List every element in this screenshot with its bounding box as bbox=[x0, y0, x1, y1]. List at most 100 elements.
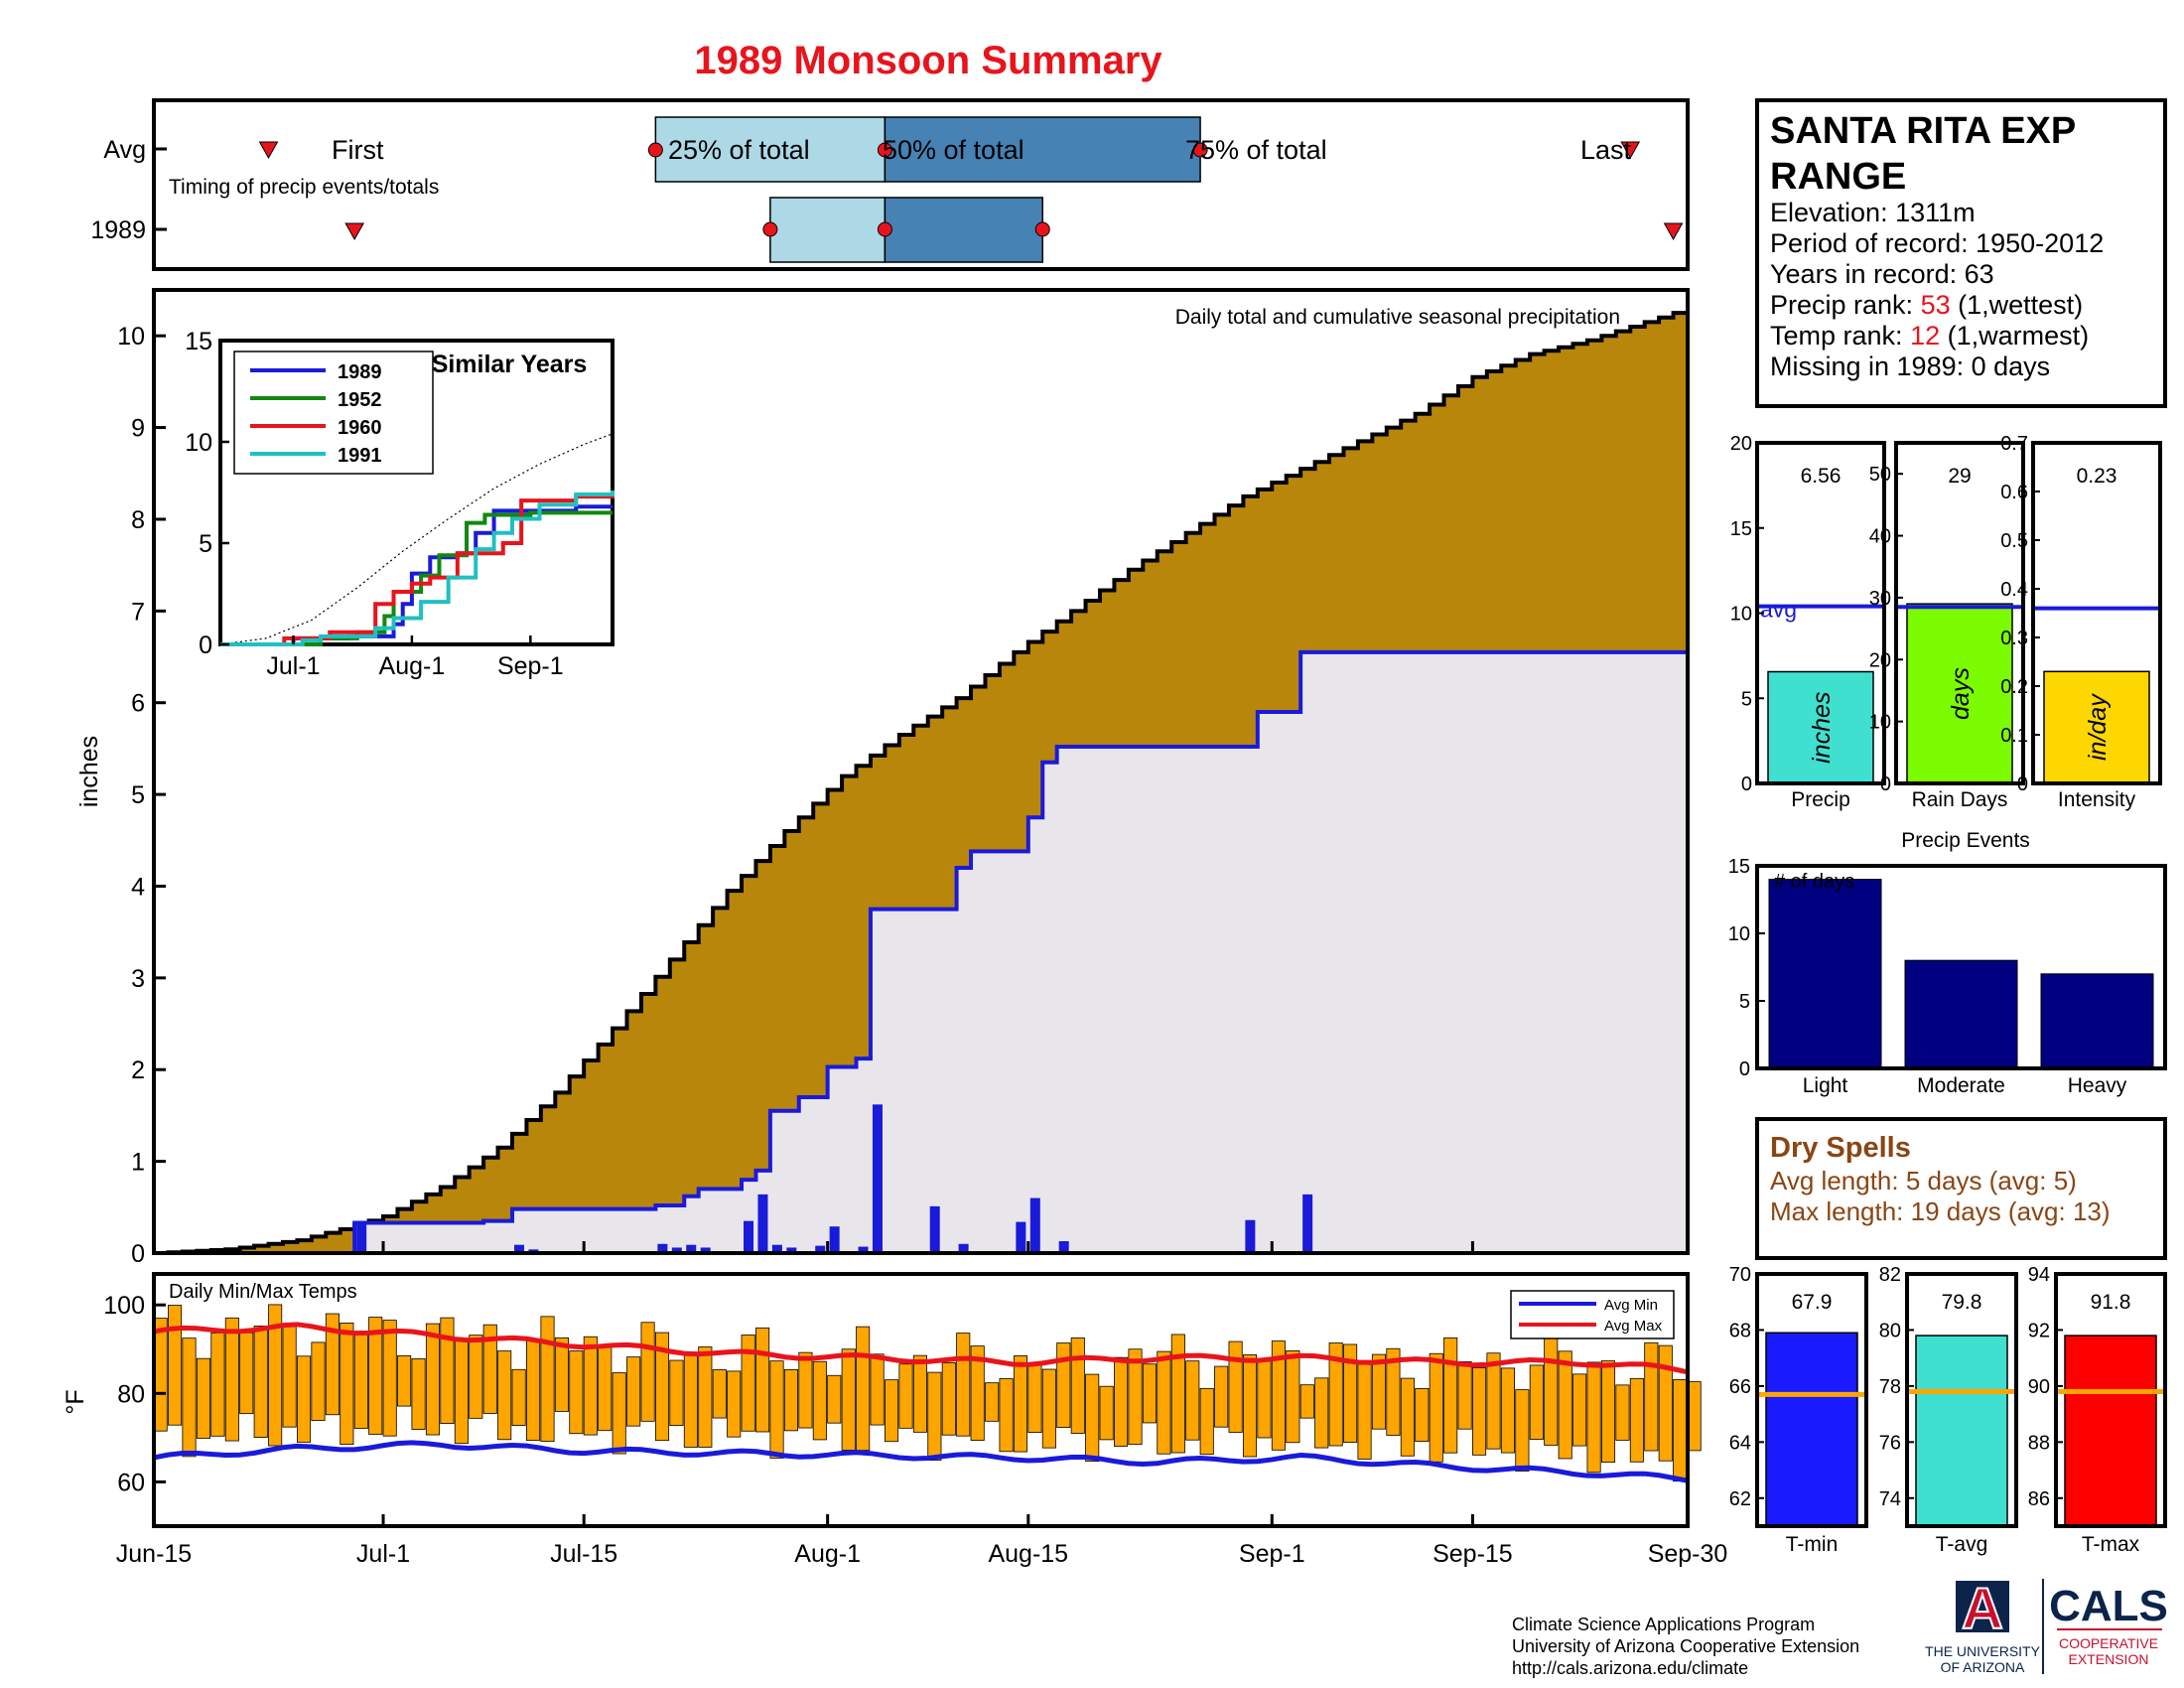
daily-temp-bar bbox=[1314, 1377, 1329, 1449]
daily-temp-bar bbox=[598, 1345, 613, 1432]
daily-precip-bar bbox=[744, 1220, 754, 1253]
temp-panel-bar-T-min bbox=[1765, 1332, 1858, 1527]
precip-panel-y-tick-label: 0.3 bbox=[2000, 628, 2028, 649]
inset-y-tick-label: 5 bbox=[199, 530, 212, 558]
timing-row-avg-label: Avg bbox=[103, 136, 146, 164]
daily-temp-bar bbox=[1157, 1350, 1171, 1455]
daily-temp-bar bbox=[1013, 1355, 1028, 1453]
daily-temp-bar bbox=[1486, 1352, 1501, 1450]
daily-precip-bar bbox=[1029, 1197, 1040, 1253]
precip-events-y-tick-label: 10 bbox=[1728, 923, 1750, 945]
timing-q50-label: 50% of total bbox=[883, 135, 1024, 165]
dry-spells-avg: Avg length: 5 days (avg: 5) bbox=[1770, 1166, 2077, 1196]
daily-precip-bar bbox=[929, 1205, 940, 1253]
dry-spells-max: Max length: 19 days (avg: 13) bbox=[1770, 1196, 2111, 1226]
daily-temp-bar bbox=[1529, 1364, 1544, 1440]
main-y-tick-label: 9 bbox=[131, 415, 145, 443]
main-y-tick-label: 1 bbox=[131, 1149, 145, 1177]
temp-panel-value: 67.9 bbox=[1792, 1291, 1833, 1314]
inset-y-tick-label: 15 bbox=[185, 328, 212, 355]
daily-temp-bar bbox=[454, 1338, 469, 1445]
avg-cumulative-outline bbox=[154, 303, 1690, 1255]
year-q50-q75-box bbox=[884, 197, 1043, 263]
avg-last-marker bbox=[1620, 141, 1641, 160]
temp-panel-y-tick-label: 74 bbox=[1879, 1488, 1901, 1510]
precip-panel-value: 0.23 bbox=[2077, 465, 2117, 488]
daily-temp-bar bbox=[712, 1369, 727, 1419]
daily-temp-bar bbox=[885, 1379, 899, 1443]
temp-summary-panels: 67.9 62 64 66 68 70 T-min 79.8 74 76 78 80 82 T-avg 91… bbox=[1729, 1264, 2167, 1556]
precip-panel-y-tick-label: 0.7 bbox=[2000, 433, 2028, 455]
daily-precip-bar bbox=[513, 1244, 524, 1253]
x-tick-label: Jun-15 bbox=[116, 1540, 192, 1568]
precip-panel-y-tick-label: 40 bbox=[1869, 526, 1891, 548]
daily-temp-bar bbox=[1515, 1389, 1530, 1472]
daily-precip-bar bbox=[829, 1226, 840, 1253]
timing-row-year-label: 1989 bbox=[90, 216, 146, 244]
daily-temp-bar bbox=[1128, 1348, 1143, 1446]
daily-temp-bar bbox=[1114, 1356, 1129, 1447]
daily-temp-bar bbox=[1085, 1373, 1100, 1463]
daily-temp-bar bbox=[1242, 1354, 1258, 1458]
daily-temp-bar bbox=[1099, 1385, 1114, 1441]
daily-temp-bar bbox=[1400, 1377, 1415, 1457]
daily-temp-bar bbox=[569, 1350, 584, 1435]
daily-temp-bar bbox=[1041, 1368, 1056, 1449]
precip-event-label: Moderate bbox=[1917, 1074, 2005, 1097]
daily-temp-bar bbox=[1429, 1352, 1443, 1463]
daily-precip-bar bbox=[1245, 1219, 1256, 1253]
daily-temp-bar bbox=[1170, 1334, 1185, 1454]
daily-temp-bar bbox=[1472, 1367, 1487, 1456]
precip-events-frame bbox=[1755, 864, 2167, 1070]
university-of-arizona-logo: A THE UNIVERSITY OF ARIZONA bbox=[1925, 1576, 2041, 1675]
timing-first-label: First bbox=[332, 135, 384, 165]
main-y-tick-label: 8 bbox=[131, 506, 145, 534]
daily-precip-bar bbox=[958, 1243, 969, 1253]
daily-temp-bar bbox=[1415, 1387, 1430, 1443]
daily-temp-bar bbox=[368, 1317, 383, 1435]
avg-q75-marker bbox=[1192, 142, 1208, 158]
daily-temp-bar bbox=[497, 1350, 512, 1441]
temp-panel-y-tick-label: 62 bbox=[1729, 1488, 1751, 1510]
svg-text:THE UNIVERSITY: THE UNIVERSITY bbox=[1925, 1643, 2041, 1659]
dry-spells-box: Dry Spells Avg length: 5 days (avg: 5) M… bbox=[1755, 1117, 2167, 1260]
daily-temp-bar bbox=[540, 1316, 555, 1443]
temp-panel-y-tick-label: 66 bbox=[1729, 1376, 1751, 1398]
year-q50-marker bbox=[877, 221, 892, 237]
daily-temp-bar bbox=[1214, 1365, 1229, 1428]
x-tick-label: Aug-15 bbox=[988, 1540, 1068, 1568]
temp-panel-value: 79.8 bbox=[1942, 1291, 1982, 1314]
precip-event-bar-Moderate bbox=[1904, 959, 2018, 1069]
temps-legend bbox=[1510, 1290, 1675, 1339]
daily-temp-bar bbox=[612, 1372, 626, 1455]
temp-panel-y-tick-label: 92 bbox=[2028, 1320, 2050, 1341]
inset-series-1960 bbox=[220, 494, 614, 646]
temp-panel-y-tick-label: 70 bbox=[1729, 1264, 1751, 1286]
daily-temp-bar bbox=[1558, 1350, 1572, 1460]
daily-temp-bar bbox=[353, 1334, 368, 1429]
legend-avg-min: Avg Min bbox=[1604, 1297, 1658, 1314]
precip-panel-y-tick-label: 0.2 bbox=[2000, 676, 2028, 698]
precip-panel-y-tick-label: 50 bbox=[1869, 464, 1891, 486]
precip-panel-y-tick-label: 10 bbox=[1869, 712, 1891, 734]
station-period: Period of record: 1950-2012 bbox=[1770, 228, 2104, 258]
daily-temp-bar bbox=[985, 1382, 1000, 1422]
precip-event-label: Light bbox=[1803, 1074, 1848, 1097]
footer-line3: http://cals.arizona.edu/climate bbox=[1512, 1658, 1748, 1678]
daily-temp-bar bbox=[1600, 1360, 1616, 1463]
daily-precip-bar bbox=[815, 1245, 826, 1253]
temps-y-tick-label: 60 bbox=[117, 1469, 145, 1496]
inset-y-tick-label: 10 bbox=[185, 429, 212, 457]
daily-temp-bar bbox=[1500, 1367, 1515, 1454]
daily-precip-bar bbox=[686, 1244, 697, 1253]
main-precip-chart: Daily total and cumulative seasonal prec… bbox=[75, 288, 1690, 1268]
precip-panel-y-tick-label: 20 bbox=[1730, 433, 1752, 455]
daily-temp-bar bbox=[999, 1378, 1014, 1453]
precip-panel-bar-Rain Days bbox=[1906, 603, 2013, 784]
daily-temp-bar bbox=[526, 1338, 541, 1442]
temp-panel-y-tick-label: 86 bbox=[2028, 1488, 2050, 1510]
temp-panel-value: 91.8 bbox=[2091, 1291, 2131, 1314]
main-y-axis-label: inches bbox=[75, 736, 103, 807]
temp-panel-y-tick-label: 64 bbox=[1729, 1432, 1751, 1454]
